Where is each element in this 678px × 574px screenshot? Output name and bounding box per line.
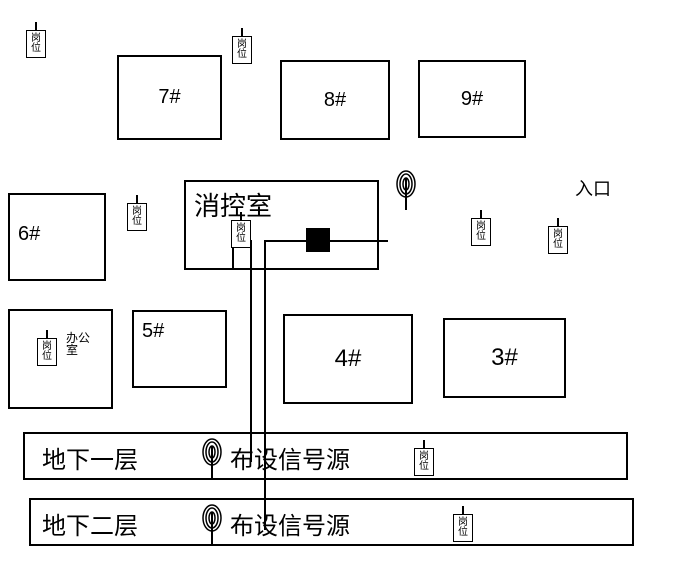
underground-1-label: 地下一层: [42, 440, 138, 475]
post-icon: 岗位: [471, 210, 491, 246]
office-label: 办公室 办公 室: [66, 332, 90, 356]
building-9-label: 9#: [420, 62, 524, 136]
connector-line: [232, 248, 234, 270]
post-label: 岗位: [127, 203, 147, 231]
antenna-icon: [200, 438, 224, 478]
post-label: 岗位: [231, 220, 251, 248]
control-device-icon: [306, 228, 330, 252]
signal-1-label: 布设信号源: [230, 440, 350, 475]
building-8-label: 8#: [282, 62, 388, 138]
connector-line: [330, 240, 388, 242]
building-3: 3#: [443, 318, 566, 398]
post-icon: 岗位: [548, 218, 568, 254]
office-label-part2: 室: [66, 344, 90, 356]
post-label: 岗位: [548, 226, 568, 254]
building-6: 6#: [8, 193, 106, 281]
post-icon: 岗位: [453, 506, 473, 542]
post-icon: 岗位: [37, 330, 57, 366]
control-room: 消控室: [184, 180, 379, 270]
post-icon: 岗位: [231, 212, 251, 248]
building-8: 8#: [280, 60, 390, 140]
building-9: 9#: [418, 60, 526, 138]
entrance-label: 入口: [575, 175, 611, 201]
post-icon: 岗位: [127, 195, 147, 231]
antenna-icon: [200, 504, 224, 544]
building-5-label: 5#: [142, 320, 164, 343]
post-label: 岗位: [471, 218, 491, 246]
post-icon: 岗位: [414, 440, 434, 476]
post-label: 岗位: [26, 30, 46, 58]
post-label: 岗位: [453, 514, 473, 542]
office-building: [8, 309, 113, 409]
connector-line: [266, 240, 306, 242]
connector-line: [250, 240, 252, 462]
post-icon: 岗位: [232, 28, 252, 64]
signal-2-label: 布设信号源: [230, 506, 350, 541]
building-7-label: 7#: [119, 57, 220, 138]
building-4: 4#: [283, 314, 413, 404]
post-label: 岗位: [414, 448, 434, 476]
building-3-label: 3#: [445, 320, 564, 396]
post-icon: 岗位: [26, 22, 46, 58]
building-4-label: 4#: [285, 316, 411, 402]
connector-line: [264, 240, 266, 530]
post-label: 岗位: [37, 338, 57, 366]
underground-2-label: 地下二层: [42, 506, 138, 541]
post-label: 岗位: [232, 36, 252, 64]
building-5: 5#: [132, 310, 227, 388]
building-7: 7#: [117, 55, 222, 140]
antenna-icon: [394, 170, 418, 210]
building-6-label: 6#: [18, 223, 40, 246]
